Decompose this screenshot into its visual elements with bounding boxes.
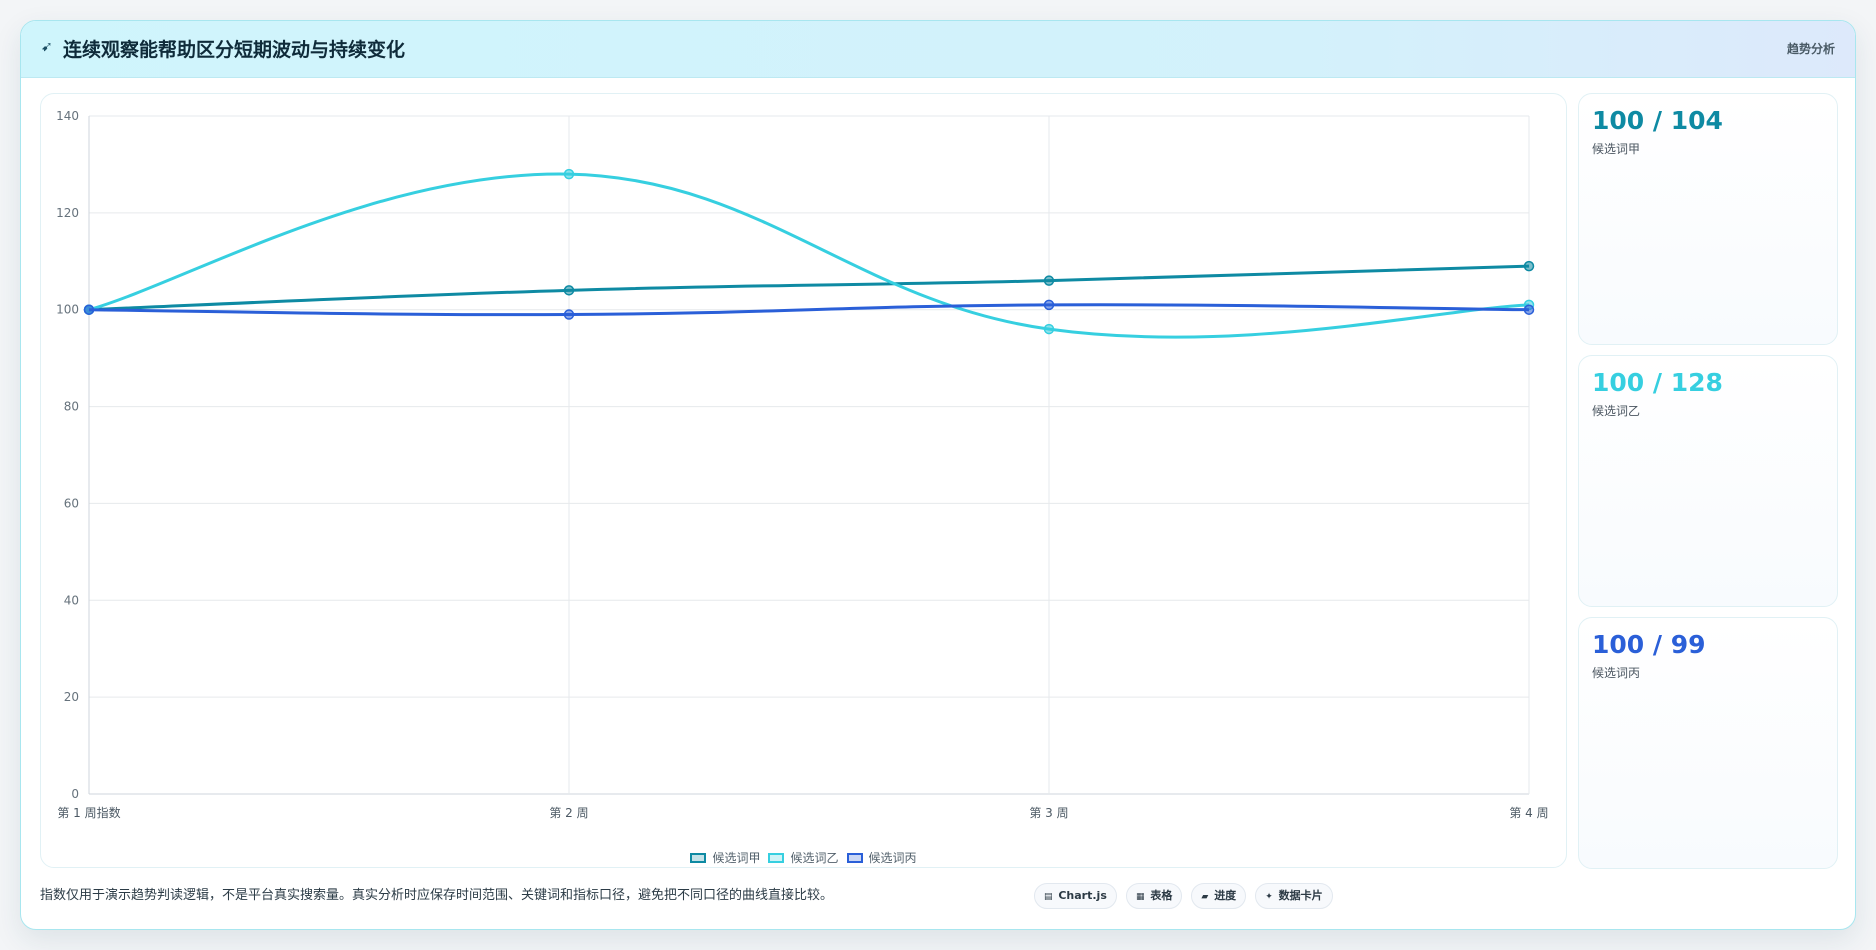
sparkle-icon: ➹	[41, 39, 53, 55]
series-line-1	[88, 264, 1530, 312]
x-tick-label: 第 1 周指数	[57, 805, 120, 820]
data-point	[563, 168, 575, 180]
panel-header: ➹ 连续观察能帮助区分短期波动与持续变化 趋势分析	[21, 21, 1855, 78]
legend-item[interactable]: 候选词乙	[768, 849, 839, 866]
legend-swatch	[690, 853, 707, 863]
stat-card-value: 100 / 104	[1592, 106, 1723, 135]
chip-label: Chart.js	[1058, 889, 1107, 902]
stat-card-value: 100 / 99	[1592, 630, 1706, 659]
y-tick-label: 60	[64, 496, 79, 510]
series-line-2	[88, 172, 1530, 339]
legend-item[interactable]: 候选词甲	[690, 849, 760, 866]
legend-label: 候选词丙	[868, 851, 917, 865]
stat-card-value: 100 / 128	[1592, 368, 1723, 397]
card-icon: ✦	[1265, 892, 1273, 902]
footnote-text: 指数仅用于演示趋势判读逻辑，不是平台真实搜索量。真实分析时应保存时间范围、关键词…	[40, 888, 834, 903]
data-point	[563, 309, 575, 320]
table-icon: ▦	[1135, 892, 1145, 902]
legend-swatch	[768, 853, 785, 863]
y-tick-label: 120	[56, 206, 79, 220]
chip-table[interactable]: ▦ 表格	[1125, 883, 1183, 909]
data-point	[1523, 304, 1535, 315]
stat-card-label: 候选词乙	[1592, 404, 1641, 418]
chip-label: 表格	[1150, 889, 1173, 902]
chart-icon: ▤	[1044, 892, 1053, 902]
data-point	[83, 304, 95, 315]
chart-container: 0 20 40 60 80 100 120 140 第 1 周指数 第 2 周 第 3 周 第 4 周…	[40, 93, 1567, 868]
legend-swatch	[846, 853, 863, 863]
data-point	[1043, 323, 1055, 335]
chip-progress[interactable]: ▰ 进度	[1191, 883, 1247, 909]
stat-card-yi: 100 / 128 候选词乙	[1578, 355, 1838, 607]
legend-label: 候选词乙	[790, 851, 839, 865]
chart-legend: 候选词甲 候选词乙 候选词丙	[41, 849, 1566, 869]
legend-label: 候选词甲	[712, 851, 761, 865]
data-point	[563, 285, 575, 296]
y-tick-label: 80	[64, 400, 79, 414]
stat-card-bing: 100 / 99 候选词丙	[1578, 617, 1838, 869]
trend-panel: ➹ 连续观察能帮助区分短期波动与持续变化 趋势分析 0 20 40 60 80 100 12…	[20, 20, 1856, 930]
stat-card-jia: 100 / 104 候选词甲	[1578, 93, 1838, 345]
chip-data-card[interactable]: ✦ 数据卡片	[1255, 883, 1333, 909]
x-tick-label: 第 4 周	[1509, 806, 1548, 820]
page-title: 连续观察能帮助区分短期波动与持续变化	[63, 39, 406, 61]
progress-icon: ▰	[1201, 892, 1209, 902]
feature-chips: ▤ Chart.js ▦ 表格 ▰ 进度 ✦ 数据卡片	[1034, 883, 1337, 909]
legend-item[interactable]: 候选词丙	[846, 849, 917, 866]
chip-chartjs[interactable]: ▤ Chart.js	[1034, 883, 1117, 909]
chip-label: 数据卡片	[1278, 889, 1323, 902]
stat-card-label: 候选词甲	[1592, 142, 1641, 156]
data-point	[1523, 260, 1535, 272]
data-point	[1043, 299, 1055, 311]
chip-label: 进度	[1214, 889, 1237, 902]
y-tick-label: 40	[64, 593, 79, 607]
y-tick-label: 0	[71, 787, 79, 801]
series-line-3	[88, 303, 1530, 317]
x-tick-label: 第 2 周	[549, 806, 588, 820]
x-tick-label: 第 3 周	[1029, 806, 1068, 820]
y-tick-label: 100	[56, 303, 79, 317]
line-chart: 0 20 40 60 80 100 120 140 第 1 周指数 第 2 周 第 3 周 第 4 周	[56, 109, 1549, 820]
trend-analysis-tag: 趋势分析	[1786, 42, 1835, 56]
data-point	[1043, 275, 1055, 286]
y-tick-label: 20	[64, 690, 79, 704]
y-tick-label: 140	[56, 109, 79, 123]
stat-card-label: 候选词丙	[1592, 666, 1641, 680]
